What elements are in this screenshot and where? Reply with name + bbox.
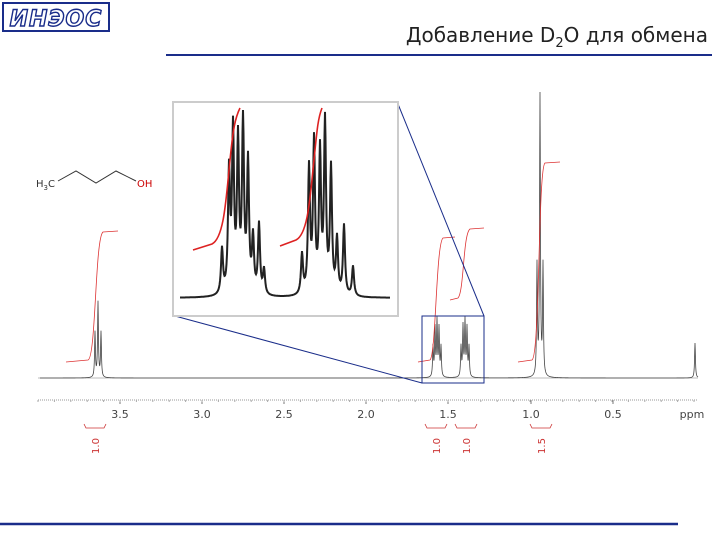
integral-bracket xyxy=(529,423,553,429)
axis-label: 3.0 xyxy=(193,408,211,421)
inset-integral xyxy=(279,107,323,247)
inset-integrals xyxy=(192,107,323,251)
integral-label: 1.0 xyxy=(462,438,473,454)
axis-label: 1.5 xyxy=(439,408,457,421)
title-part: O для обмена xyxy=(564,23,708,47)
spectrum-trace xyxy=(40,92,699,379)
axis-label: 3.5 xyxy=(111,408,129,421)
integral-bracket xyxy=(454,423,478,429)
integral-bracket xyxy=(424,423,448,429)
integral-curve xyxy=(65,230,119,363)
axis-label: 1.0 xyxy=(522,408,540,421)
integral-label: 1.0 xyxy=(432,438,443,454)
atom-sub: 3 xyxy=(44,184,48,192)
integral-curves xyxy=(65,161,561,363)
integral-bracket xyxy=(83,423,107,429)
methyl-label: H3C xyxy=(36,179,55,192)
atom: H xyxy=(36,179,44,190)
zoom-line xyxy=(174,315,423,384)
inset xyxy=(172,101,399,317)
integral-curve xyxy=(517,161,561,363)
ticks: 3.5 3.0 2.5 2.0 1.5 1.0 0.5 ppm 1.0 1.0 1.0 1.5 xyxy=(37,400,705,454)
zoom-line xyxy=(397,103,485,317)
axis-label: ppm xyxy=(680,408,705,421)
title-part: Добавление D xyxy=(406,23,555,47)
zoom-region xyxy=(421,315,485,384)
axis-label: 2.0 xyxy=(357,408,375,421)
logo: ИНЭОС xyxy=(10,7,103,32)
title: Добавление D2O для обмена xyxy=(406,23,708,51)
integral-label: 1.0 xyxy=(91,438,102,454)
hydroxyl-label: OH xyxy=(137,179,152,190)
title-sub: 2 xyxy=(555,36,563,51)
inset-trace xyxy=(180,109,390,299)
atom: C xyxy=(48,179,55,190)
bond-chain xyxy=(57,170,137,184)
axis-label: 0.5 xyxy=(604,408,622,421)
axis-label: 2.5 xyxy=(275,408,293,421)
logo-box xyxy=(2,2,110,32)
integral-curve xyxy=(449,227,485,301)
integral-curve xyxy=(417,236,456,363)
inset-integral xyxy=(192,107,241,251)
integral-label: 1.5 xyxy=(537,438,548,454)
